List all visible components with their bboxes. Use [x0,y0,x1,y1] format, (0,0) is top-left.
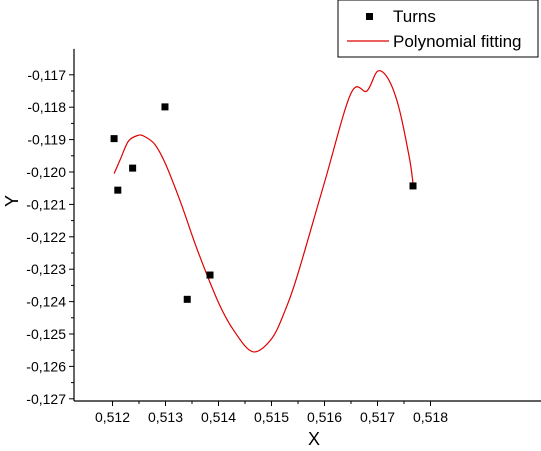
turns-point [161,103,169,111]
x-tick-label: 0,512 [95,409,130,425]
y-tick-label: -0,124 [26,294,66,310]
y-ticks: -0,127 -0,126 -0,125 -0,124 -0,123 -0,122 -0,1… [26,67,74,407]
x-tick-label: 0,515 [254,409,289,425]
legend-marker-turns [366,13,373,20]
polynomial-fit-line [113,70,414,353]
turns-point [114,186,122,194]
plot-series [110,70,417,353]
legend-label-polynomial: Polynomial fitting [393,32,522,51]
x-tick-label: 0,518 [413,409,448,425]
x-tick-label: 0,514 [201,409,236,425]
y-tick-label: -0,125 [26,326,66,342]
y-tick-label: -0,127 [26,391,66,407]
legend-label-turns: Turns [393,7,436,26]
x-tick-label: 0,513 [148,409,183,425]
legend: Turns Polynomial fitting [337,0,539,58]
turns-point [110,135,118,143]
turns-point [183,295,191,303]
y-tick-label: -0,117 [27,67,66,83]
x-axis-title: X [308,429,320,449]
turns-point [206,271,214,279]
turns-point [409,182,417,190]
y-tick-label: -0,126 [26,358,66,374]
y-tick-label: -0,120 [26,164,66,180]
x-tick-label: 0,517 [360,409,395,425]
y-tick-label: -0,118 [27,99,66,115]
x-tick-label: 0,516 [307,409,342,425]
y-tick-label: -0,123 [26,261,66,277]
y-tick-label: -0,119 [27,132,66,148]
y-axis-title: Y [2,195,22,207]
axes [73,48,541,402]
y-tick-label: -0,122 [26,229,66,245]
turns-point [129,164,137,172]
y-tick-label: -0,121 [26,196,66,212]
x-ticks: 0,512 0,513 0,514 0,515 0,516 0,517 0,518 [95,401,448,425]
legend-box [337,0,539,58]
